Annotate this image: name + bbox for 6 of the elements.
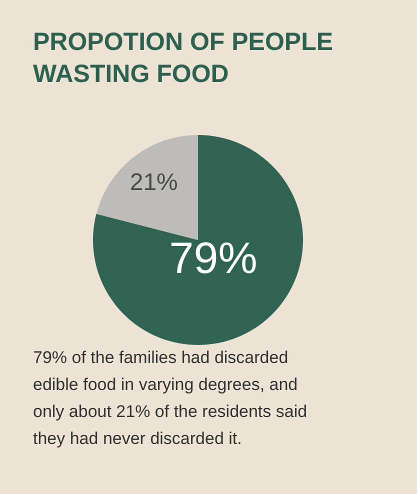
pie-slice <box>96 135 198 240</box>
text: 79% of the families had discarded edible food in varying degrees, and only about 21% of the residents said they had never discarded it. <box>33 348 308 448</box>
pie-slice <box>93 135 303 345</box>
data-label: 21% <box>130 169 178 196</box>
chart-title: PROPOTION OF PEOPLE WASTING FOOD <box>33 28 334 88</box>
data-label: 79% <box>169 234 258 283</box>
